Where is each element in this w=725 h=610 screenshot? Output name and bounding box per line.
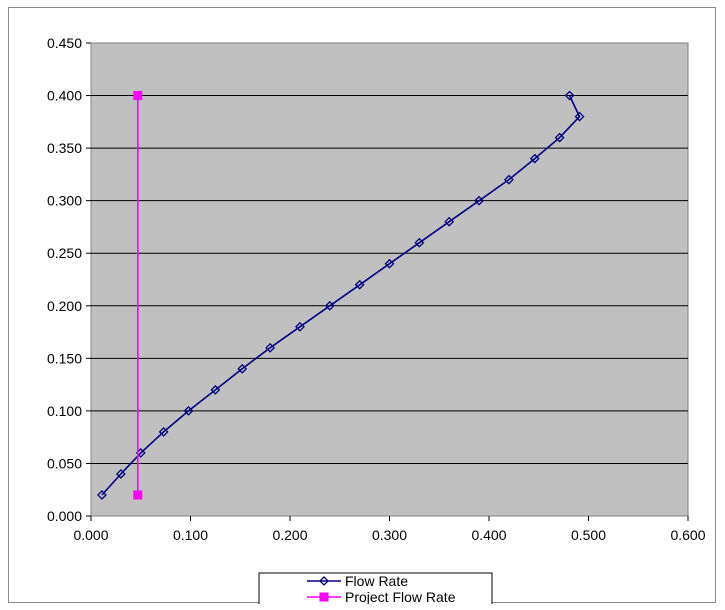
data-point: [133, 91, 143, 101]
y-tick-label: 0.000: [47, 508, 82, 524]
y-tick-label: 0.350: [47, 140, 82, 156]
data-point: [265, 342, 276, 353]
legend-label: Project Flow Rate: [345, 589, 456, 604]
x-tick-label: 0.500: [571, 527, 606, 543]
data-point: [474, 195, 484, 206]
y-tick-label: 0.400: [47, 88, 82, 104]
data-point: [354, 279, 365, 290]
flow-rate-chart: 0.000 0.050 0.100 0.150 0.200 0.250 0.300 0.350…: [47, 35, 706, 607]
data-point: [574, 111, 585, 122]
legend-box: [258, 572, 493, 607]
plot-area: [90, 42, 689, 517]
data-point: [444, 216, 455, 227]
y-tick-label: 0.300: [47, 193, 82, 209]
x-tick-label: 0.200: [272, 527, 307, 543]
data-point: [503, 174, 514, 185]
y-axis-ticks: 0.000 0.050 0.100 0.150 0.200 0.250 0.300 0.350…: [47, 35, 91, 524]
data-point: [295, 321, 305, 332]
data-point: [158, 426, 169, 437]
data-point: [237, 363, 248, 374]
x-tick-label: 0.600: [670, 527, 705, 543]
data-point: [115, 469, 126, 479]
y-tick-label: 0.100: [47, 403, 82, 419]
y-tick-label: 0.450: [47, 35, 82, 51]
legend-item: Flow Rate: [307, 573, 408, 589]
x-tick-label: 0.400: [471, 527, 506, 543]
y-tick-label: 0.050: [47, 455, 82, 471]
data-point: [133, 490, 143, 500]
grid-lines: [91, 95, 688, 464]
y-tick-label: 0.200: [47, 298, 82, 314]
x-tick-label: 0.100: [173, 527, 208, 543]
series-layer: [97, 90, 585, 500]
x-tick-label: 0.300: [372, 527, 407, 543]
data-point: [554, 132, 565, 143]
chart-frame: 0.000 0.050 0.100 0.150 0.200 0.250 0.300 0.350…: [8, 7, 716, 607]
legend-marker: [319, 576, 329, 586]
legend-marker: [319, 592, 329, 602]
data-point: [210, 384, 221, 395]
x-axis-ticks: 0.000 0.100 0.200 0.300 0.400 0.500 0.600: [73, 516, 706, 543]
data-point: [564, 90, 575, 101]
x-tick-label: 0.000: [73, 527, 108, 543]
y-tick-label: 0.150: [47, 350, 82, 366]
legend-label: Flow Rate: [345, 573, 408, 589]
y-tick-label: 0.250: [47, 245, 82, 261]
data-point: [529, 153, 540, 164]
data-point: [414, 237, 425, 248]
series-line: [101, 95, 581, 496]
data-point: [384, 258, 395, 269]
legend-item: Project Flow Rate: [307, 589, 456, 605]
data-point: [97, 490, 107, 500]
data-point: [324, 300, 335, 311]
series-project-flow-rate: [133, 91, 143, 500]
data-point: [183, 405, 194, 416]
